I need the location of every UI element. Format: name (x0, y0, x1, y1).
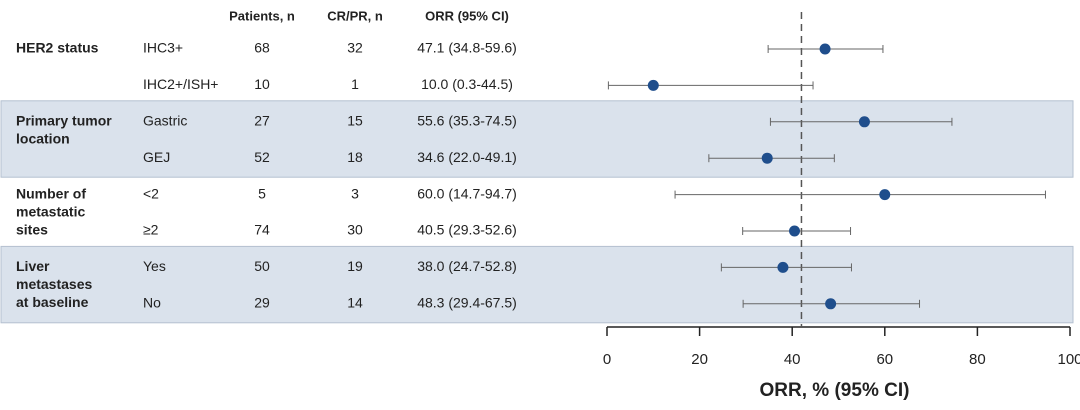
x-tick-label: 80 (969, 351, 986, 368)
column-header: CR/PR, n (327, 8, 383, 23)
x-tick-label: 60 (876, 351, 893, 368)
x-tick-label: 20 (691, 351, 708, 368)
subgroup-label: GEJ (143, 149, 170, 165)
patients: 50 (254, 258, 270, 274)
orr-label: 55.6 (35.3-74.5) (417, 113, 517, 129)
subgroup-label: Gastric (143, 113, 187, 129)
patients: 10 (254, 76, 270, 92)
group-label: metastases (16, 276, 92, 292)
responders: 30 (347, 222, 363, 238)
group-label: HER2 status (16, 40, 99, 56)
responders: 14 (347, 295, 363, 311)
column-header: ORR (95% CI) (425, 8, 509, 23)
patients: 5 (258, 185, 266, 201)
orr-label: 40.5 (29.3-52.6) (417, 222, 517, 238)
group-label: metastatic (16, 203, 85, 219)
orr-label: 60.0 (14.7-94.7) (417, 185, 517, 201)
patients: 68 (254, 40, 270, 56)
subgroup-label: IHC3+ (143, 40, 183, 56)
orr-point (647, 79, 659, 91)
patients: 52 (254, 149, 270, 165)
column-header: Patients, n (229, 8, 295, 23)
orr-label: 34.6 (22.0-49.1) (417, 149, 517, 165)
subgroup-label: <2 (143, 185, 159, 201)
group-band (0, 245, 1074, 324)
responders: 15 (347, 113, 363, 129)
orr-point (825, 298, 837, 310)
orr-point (879, 189, 891, 201)
orr-label: 48.3 (29.4-67.5) (417, 295, 517, 311)
responders: 3 (351, 185, 359, 201)
responders: 18 (347, 149, 363, 165)
orr-point (761, 152, 773, 164)
patients: 74 (254, 222, 270, 238)
group-label: at baseline (16, 294, 89, 310)
x-axis-title: ORR, % (95% CI) (760, 380, 910, 401)
subgroup-label: ≥2 (143, 222, 159, 238)
subgroup-label: No (143, 295, 161, 311)
x-tick-label: 100 (1057, 351, 1080, 368)
subgroup-label: Yes (143, 258, 166, 274)
orr-label: 47.1 (34.8-59.6) (417, 40, 517, 56)
responders: 19 (347, 258, 363, 274)
orr-point (858, 116, 870, 128)
group-label: location (16, 131, 70, 147)
group-label: Liver (16, 258, 50, 274)
orr-label: 38.0 (24.7-52.8) (417, 258, 517, 274)
orr-point (789, 225, 801, 237)
orr-point (777, 261, 789, 273)
patients: 29 (254, 295, 270, 311)
patients: 27 (254, 113, 270, 129)
x-tick-label: 0 (603, 351, 611, 368)
orr-label: 10.0 (0.3-44.5) (421, 76, 513, 92)
responders: 32 (347, 40, 363, 56)
group-label: Primary tumor (16, 113, 112, 129)
responders: 1 (351, 76, 359, 92)
orr-point (819, 43, 831, 55)
group-band (0, 100, 1074, 178)
x-tick-label: 40 (784, 351, 801, 368)
subgroup-label: IHC2+/ISH+ (143, 76, 218, 92)
group-label: Number of (16, 185, 86, 201)
group-label: sites (16, 221, 48, 237)
